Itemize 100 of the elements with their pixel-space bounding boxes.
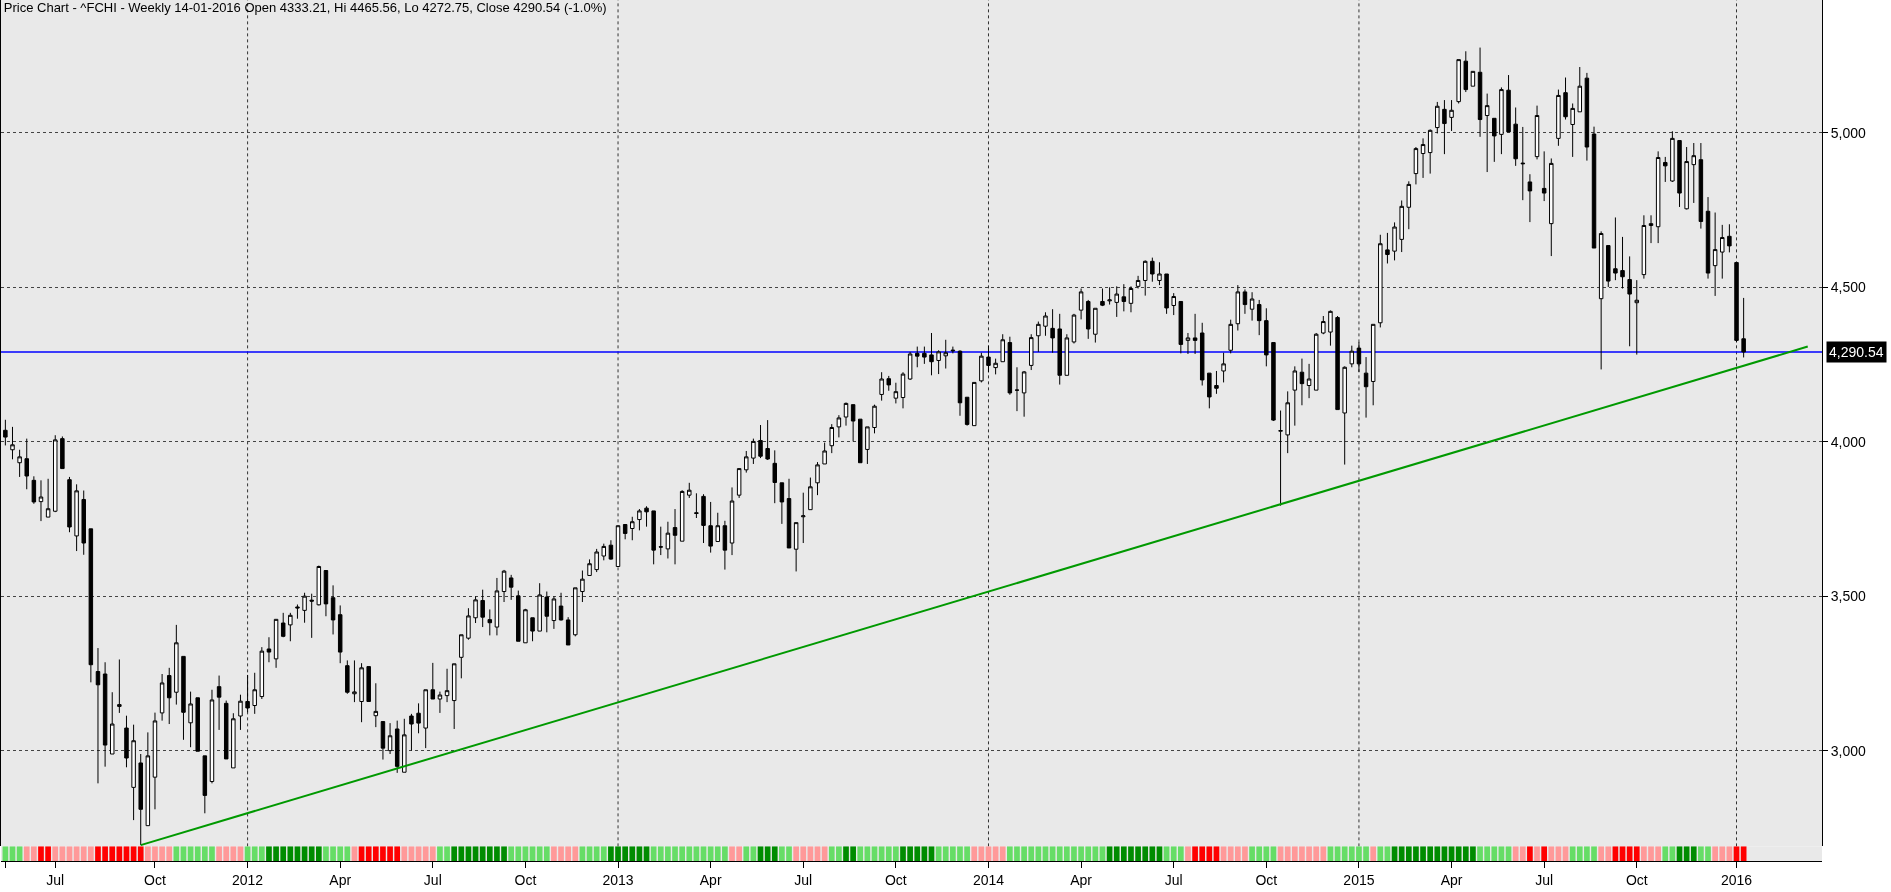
candlestick: [822, 442, 827, 465]
candlestick: [409, 713, 414, 752]
x-tick-label: 2012: [232, 871, 264, 888]
candlestick: [352, 659, 357, 703]
candlestick: [444, 668, 450, 703]
candlestick: [665, 521, 671, 559]
candlestick: [544, 591, 550, 633]
candlestick: [60, 435, 65, 470]
candlestick: [843, 401, 849, 427]
candlestick: [195, 697, 200, 752]
candlestick: [24, 438, 29, 490]
candlestick: [1171, 292, 1176, 316]
candlestick: [1598, 230, 1604, 370]
y-tick-label: 4,500: [1830, 279, 1867, 296]
candlestick: [1705, 196, 1711, 280]
candlestick: [1399, 199, 1404, 253]
candlestick: [52, 434, 58, 513]
candlestick: [1435, 101, 1440, 134]
x-tick-label: 2016: [1720, 871, 1753, 888]
candlestick: [1199, 322, 1205, 386]
candlestick: [1691, 142, 1697, 204]
candlestick: [124, 715, 129, 768]
candlestick: [10, 426, 15, 460]
chart-title: Price Chart - ^FCHI - Weekly 14-01-2016 Open 4333.21, Hi 4465.56, Lo 4272.75, Close 4290.54 (-1.0%): [3, 0, 607, 15]
candlestick: [758, 424, 763, 459]
candlestick: [1449, 99, 1454, 132]
candlestick: [672, 508, 678, 565]
candlestick: [259, 646, 265, 700]
candlestick: [323, 570, 329, 617]
candlestick: [1563, 77, 1568, 121]
candlestick: [1741, 297, 1746, 358]
candlestick: [1093, 307, 1098, 344]
candlestick: [202, 755, 208, 814]
candlestick: [943, 339, 948, 370]
candlestick: [508, 574, 514, 601]
candlestick: [1577, 66, 1583, 113]
candlestick: [1591, 126, 1597, 249]
candlestick: [1128, 285, 1134, 313]
candlestick: [273, 618, 279, 669]
candlestick: [815, 461, 820, 496]
candlestick: [1057, 313, 1062, 386]
candlestick: [1178, 300, 1184, 354]
candlestick: [558, 592, 564, 622]
candlestick: [1506, 74, 1511, 133]
candlestick: [38, 479, 44, 522]
candlestick: [1684, 146, 1689, 210]
candlestick: [1242, 288, 1248, 315]
x-tick-label: Jul: [46, 871, 65, 888]
candlestick: [622, 524, 628, 540]
candlestick: [1712, 212, 1718, 297]
candlestick: [893, 382, 899, 404]
candlestick: [793, 522, 799, 572]
candlestick: [929, 332, 934, 376]
x-tick-label: Apr: [1440, 871, 1463, 888]
candlestick: [1021, 370, 1027, 418]
candlestick: [971, 381, 977, 427]
candlestick: [1313, 332, 1319, 391]
candlestick: [1620, 236, 1625, 289]
candlestick: [166, 667, 172, 725]
candlestick: [537, 582, 542, 632]
x-tick-label: Oct: [1255, 871, 1278, 888]
candlestick: [1420, 137, 1426, 179]
candlestick: [601, 543, 607, 561]
candlestick: [1477, 47, 1483, 138]
candlestick: [801, 492, 806, 544]
candlestick: [1135, 275, 1141, 289]
candlestick: [1663, 156, 1668, 183]
candlestick: [1064, 333, 1070, 376]
candlestick: [1606, 245, 1611, 288]
candlestick: [957, 349, 963, 417]
candlestick: [1727, 223, 1732, 253]
candlestick: [1442, 99, 1447, 155]
candlestick: [1036, 321, 1041, 353]
candlestick: [1150, 257, 1155, 283]
candlestick: [1000, 333, 1005, 363]
candlestick: [1028, 333, 1034, 371]
candlestick: [1534, 105, 1540, 160]
candlestick: [715, 512, 721, 542]
candlestick: [1207, 372, 1212, 409]
candlestick: [174, 624, 179, 706]
candlestick: [565, 616, 571, 646]
candlestick: [1413, 146, 1419, 185]
candlestick: [74, 483, 79, 552]
candlestick: [829, 423, 834, 454]
candlestick: [637, 508, 642, 531]
candlestick: [337, 604, 343, 664]
candlestick: [736, 468, 742, 499]
candlestick: [459, 634, 464, 679]
candlestick: [1285, 390, 1290, 454]
candlestick: [1427, 128, 1433, 175]
candlestick: [1014, 366, 1020, 412]
candlestick: [722, 520, 728, 571]
candlestick: [879, 371, 884, 402]
candlestick: [1292, 365, 1298, 427]
candlestick: [580, 570, 585, 603]
candlestick: [1385, 232, 1390, 264]
candlestick: [993, 358, 998, 375]
candlestick: [1271, 342, 1276, 422]
candlestick: [679, 489, 685, 542]
candlestick: [1335, 315, 1340, 411]
